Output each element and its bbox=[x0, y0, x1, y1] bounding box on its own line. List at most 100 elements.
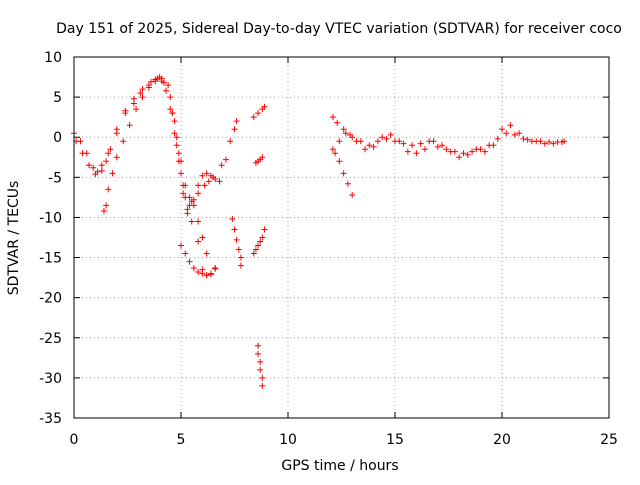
data-point bbox=[379, 134, 386, 141]
data-point bbox=[336, 158, 343, 165]
data-point bbox=[169, 110, 176, 117]
data-point bbox=[103, 202, 110, 209]
data-point bbox=[400, 140, 407, 147]
x-tick-label: 15 bbox=[386, 432, 404, 448]
data-point bbox=[145, 84, 152, 91]
x-tick-label: 10 bbox=[279, 432, 297, 448]
series-track-i bbox=[250, 103, 268, 121]
data-point bbox=[520, 135, 527, 142]
data-point bbox=[175, 150, 182, 157]
data-point bbox=[366, 142, 373, 149]
data-point bbox=[374, 138, 381, 145]
data-point bbox=[173, 134, 180, 141]
series-track-f bbox=[218, 118, 240, 169]
data-point bbox=[207, 271, 214, 278]
data-point bbox=[255, 110, 262, 117]
data-point bbox=[546, 139, 553, 146]
data-point bbox=[79, 150, 86, 157]
data-point bbox=[550, 140, 557, 147]
data-point bbox=[329, 114, 336, 121]
data-point bbox=[171, 118, 178, 125]
data-point bbox=[233, 118, 240, 125]
plot-frame bbox=[73, 56, 610, 419]
data-point bbox=[171, 130, 178, 137]
data-point bbox=[383, 135, 390, 142]
series-track-k bbox=[255, 342, 266, 389]
data-point bbox=[105, 186, 112, 193]
data-point bbox=[464, 151, 471, 158]
data-point bbox=[340, 170, 347, 177]
y-tick-label: -10 bbox=[39, 210, 62, 226]
data-point bbox=[167, 106, 174, 113]
data-point bbox=[342, 130, 349, 137]
data-point bbox=[178, 170, 184, 177]
data-point bbox=[362, 146, 369, 153]
data-point bbox=[255, 242, 262, 249]
series-track-j bbox=[252, 154, 266, 166]
data-point bbox=[163, 87, 170, 94]
x-tick-label: 0 bbox=[70, 432, 79, 448]
data-point bbox=[434, 143, 441, 150]
data-point bbox=[167, 94, 174, 101]
data-point bbox=[98, 167, 105, 174]
series-track-l bbox=[329, 130, 568, 157]
data-point bbox=[182, 250, 189, 257]
data-point bbox=[126, 122, 133, 129]
y-tick-label: -15 bbox=[39, 251, 62, 267]
series-track-m bbox=[329, 114, 565, 161]
data-point bbox=[190, 196, 197, 203]
data-point bbox=[231, 126, 238, 133]
data-point bbox=[421, 146, 428, 153]
data-point bbox=[255, 350, 262, 357]
data-point bbox=[257, 358, 264, 365]
data-point bbox=[130, 95, 137, 102]
y-tick-label: -5 bbox=[48, 170, 62, 186]
data-point bbox=[205, 178, 212, 185]
axis-ticks bbox=[73, 56, 610, 419]
data-point bbox=[252, 246, 259, 253]
data-point bbox=[199, 270, 206, 277]
data-point bbox=[186, 194, 193, 201]
data-point bbox=[199, 172, 206, 179]
data-point bbox=[133, 106, 140, 113]
data-point bbox=[255, 342, 262, 349]
data-point bbox=[90, 164, 97, 171]
series-track-h bbox=[250, 226, 268, 257]
data-point bbox=[524, 136, 531, 143]
series-track-g bbox=[229, 216, 244, 269]
data-point bbox=[199, 234, 206, 241]
data-point bbox=[404, 148, 411, 155]
data-point bbox=[259, 374, 266, 381]
x-axis-label: GPS time / hours bbox=[281, 458, 398, 474]
data-point bbox=[178, 158, 184, 165]
data-point bbox=[349, 191, 356, 198]
data-point bbox=[329, 146, 336, 153]
data-point bbox=[469, 148, 476, 155]
data-point bbox=[222, 156, 229, 163]
data-point bbox=[259, 382, 266, 389]
data-point bbox=[443, 146, 450, 153]
data-point bbox=[98, 162, 105, 169]
data-point bbox=[533, 138, 540, 145]
data-point bbox=[92, 171, 99, 178]
data-point bbox=[218, 162, 225, 169]
data-point bbox=[499, 126, 505, 133]
x-tick-label: 20 bbox=[493, 432, 511, 448]
data-point bbox=[100, 208, 107, 215]
data-point bbox=[334, 119, 341, 126]
data-point bbox=[481, 148, 488, 155]
tick-labels: 0 5 10 15 20 25 10 5 0 -5 -10 -15 -20 -25 -30 -35 bbox=[39, 50, 618, 448]
y-tick-label: 0 bbox=[53, 130, 62, 146]
data-point bbox=[494, 135, 501, 142]
data-point bbox=[511, 131, 518, 138]
data-point bbox=[195, 182, 202, 189]
data-point bbox=[203, 170, 210, 177]
data-point bbox=[250, 114, 257, 121]
data-point bbox=[165, 82, 172, 89]
data-point bbox=[85, 162, 92, 169]
data-point bbox=[353, 138, 360, 145]
data-point bbox=[120, 138, 127, 145]
data-point bbox=[460, 150, 467, 157]
data-point bbox=[558, 139, 565, 146]
